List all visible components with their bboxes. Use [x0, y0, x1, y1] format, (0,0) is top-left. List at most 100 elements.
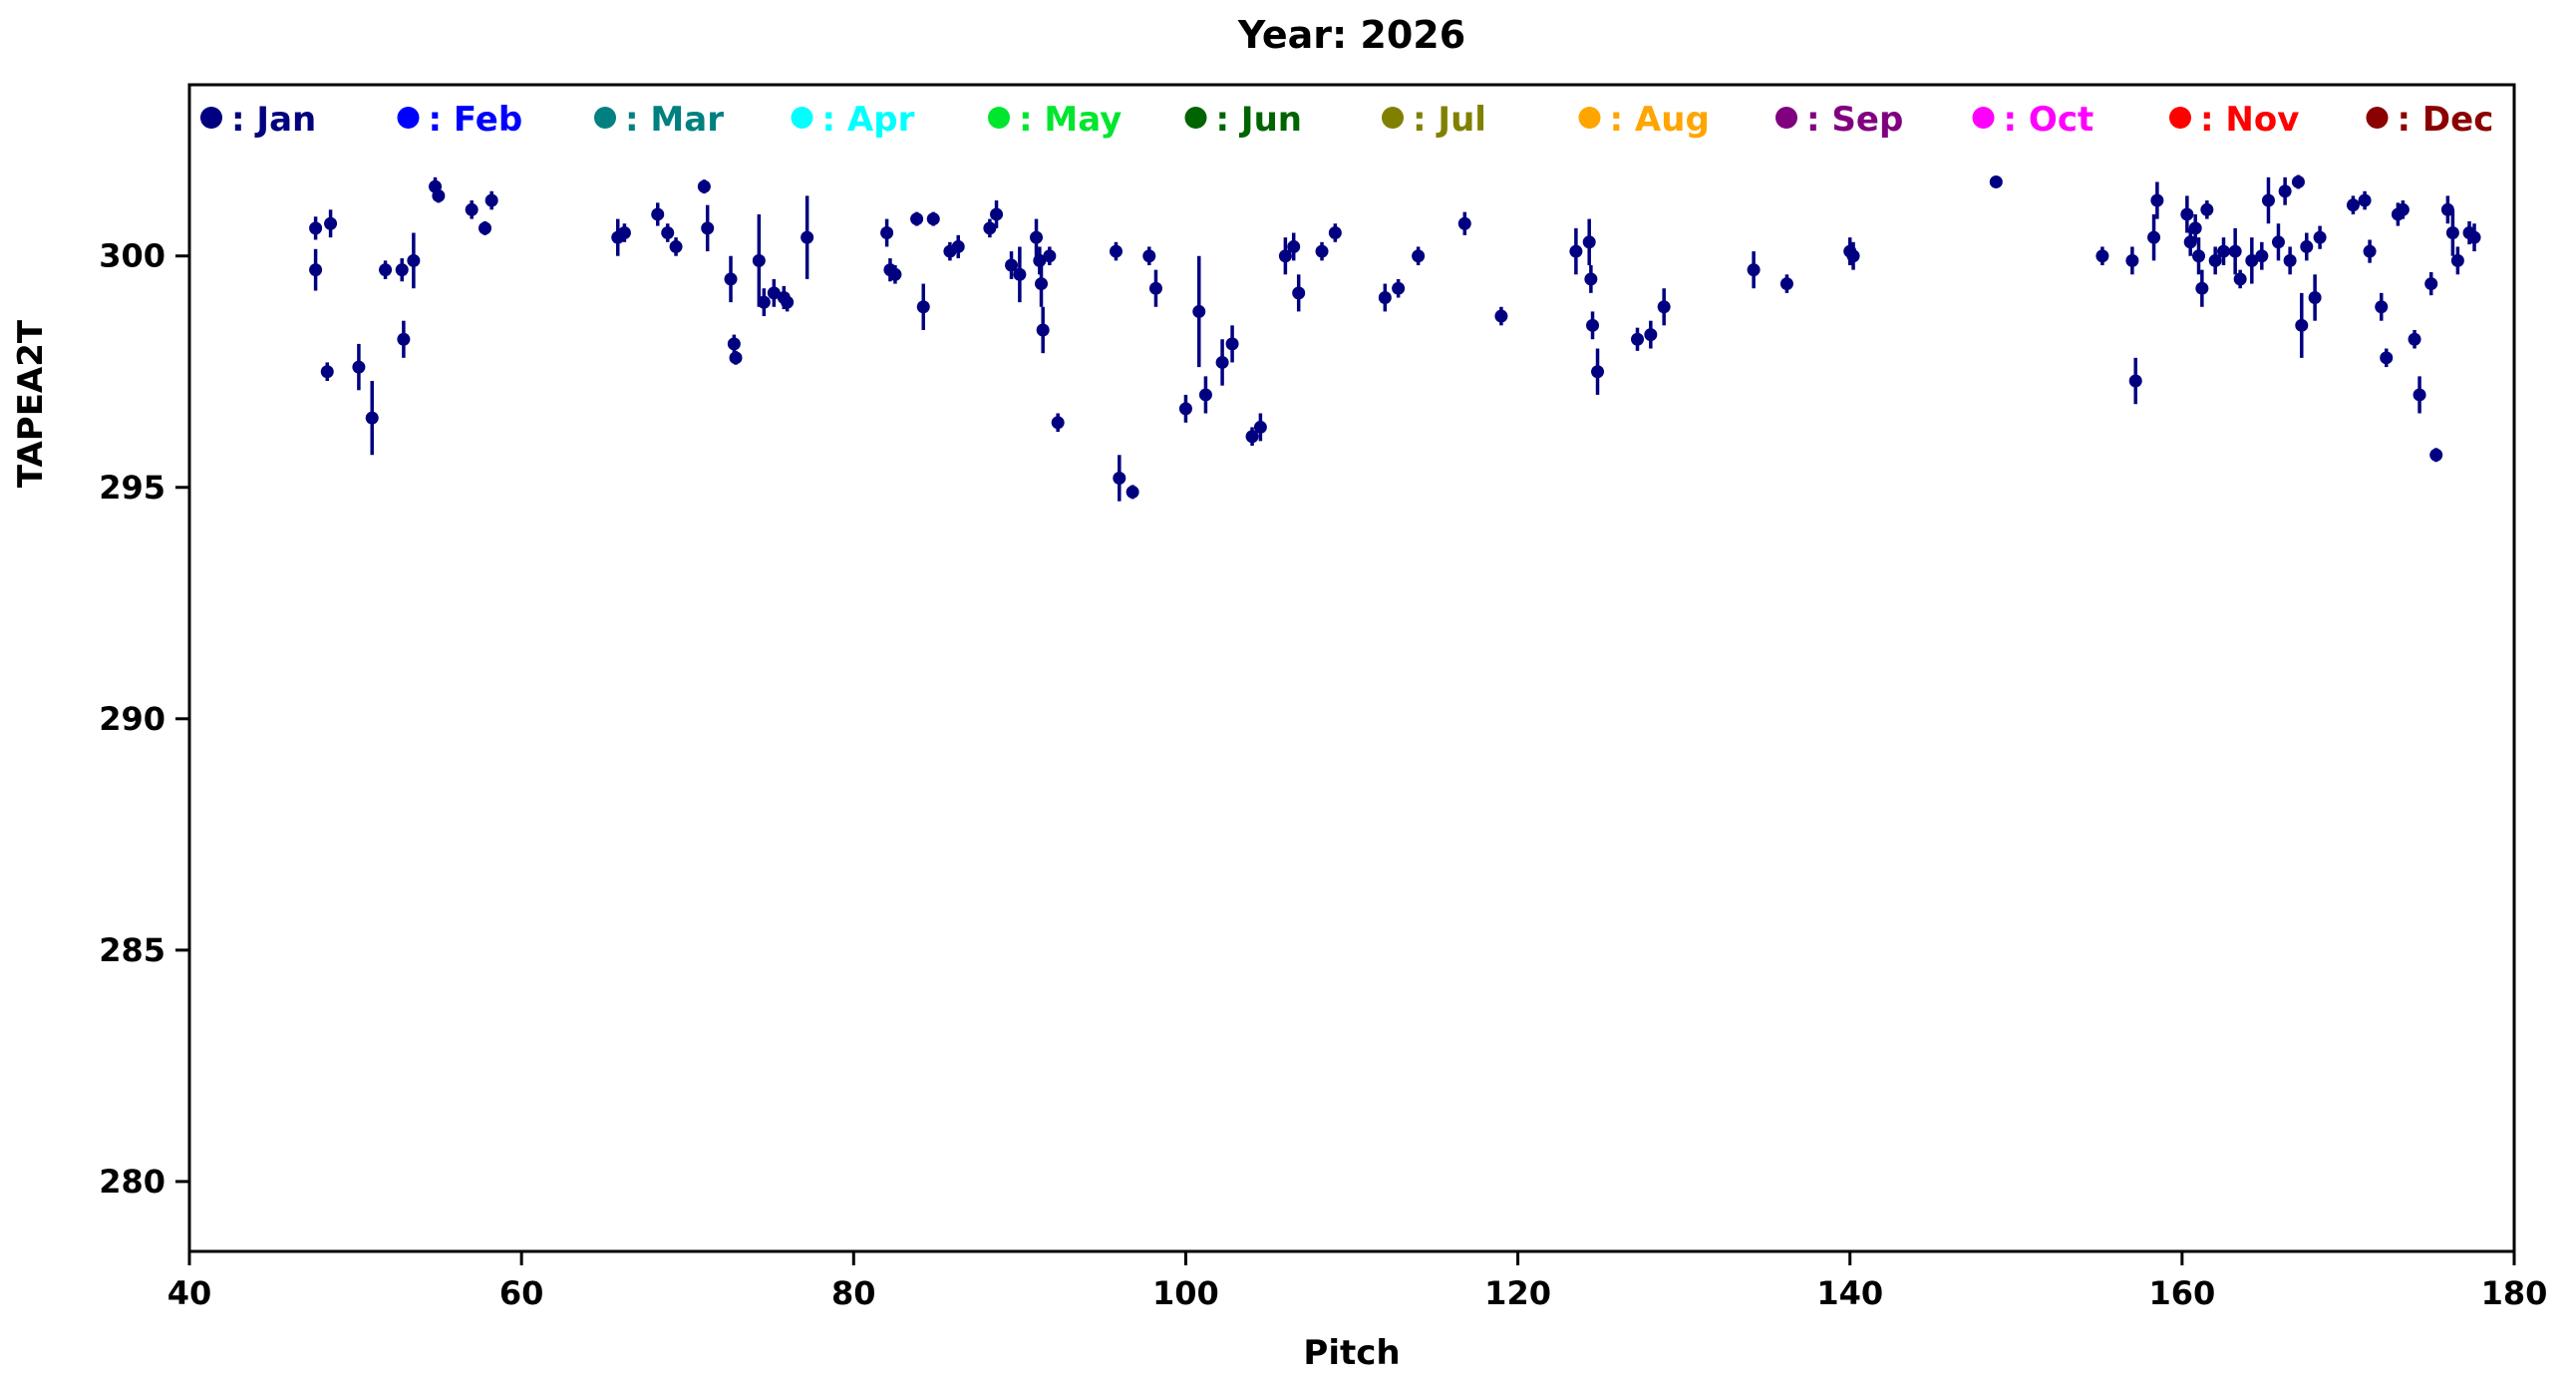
data-point [2278, 184, 2292, 198]
legend-label-jun: : Jun [1216, 100, 1303, 140]
legend-label-dec: : Dec [2398, 100, 2494, 140]
legend-item-sep: : Sep [1775, 100, 1903, 140]
data-point [1043, 249, 1057, 263]
data-point [397, 332, 411, 346]
data-point [2180, 207, 2194, 221]
legend-item-jun: : Jun [1184, 100, 1303, 140]
data-point [801, 230, 814, 244]
legend-marker-sep [1775, 107, 1797, 129]
data-point [1315, 244, 1329, 258]
data-point [309, 263, 323, 277]
data-point [2346, 198, 2360, 212]
legend-marker-mar [594, 107, 616, 129]
data-point [2150, 193, 2164, 207]
data-point [320, 365, 334, 379]
data-point [432, 188, 446, 202]
data-point [2095, 249, 2109, 263]
data-point [1113, 471, 1127, 485]
data-point [2255, 249, 2269, 263]
data-point [1591, 365, 1605, 379]
data-point [2261, 193, 2275, 207]
data-point [2467, 230, 2481, 244]
data-point [395, 263, 409, 277]
legend-label-feb: : Feb [429, 100, 523, 140]
x-tick-label: 180 [2481, 1274, 2548, 1312]
data-point [767, 286, 781, 300]
data-point [669, 239, 683, 253]
x-tick-label: 80 [831, 1274, 876, 1312]
data-point [1051, 416, 1065, 430]
data-point [1192, 304, 1206, 318]
data-point [2208, 253, 2222, 267]
legend-label-may: : May [1019, 100, 1122, 140]
data-point [951, 239, 965, 253]
data-point [1378, 290, 1392, 304]
data-point [352, 360, 366, 374]
data-point [2192, 249, 2206, 263]
y-tick-label: 285 [99, 931, 165, 969]
legend-marker-feb [397, 107, 420, 129]
data-point [651, 207, 665, 221]
data-point [910, 212, 924, 226]
legend-label-apr: : Apr [822, 100, 915, 140]
data-point [2271, 235, 2285, 249]
data-point [2147, 230, 2161, 244]
legend-label-oct: : Oct [2004, 100, 2094, 140]
data-point [1225, 337, 1239, 351]
data-point [1245, 430, 1259, 444]
legend-label-aug: : Aug [1610, 100, 1710, 140]
legend-item-nov: : Nov [2169, 100, 2299, 140]
data-point [2424, 277, 2438, 291]
legend-marker-apr [791, 107, 813, 129]
legend-item-may: : May [988, 100, 1122, 140]
data-point [617, 226, 631, 240]
data-point [2200, 202, 2214, 216]
legend-marker-aug [1578, 107, 1601, 129]
data-point [729, 351, 743, 365]
data-point [2308, 290, 2322, 304]
data-point [2195, 281, 2209, 295]
data-point [1747, 263, 1761, 277]
data-point [757, 295, 771, 309]
data-point [2245, 253, 2259, 267]
data-point [2128, 374, 2142, 388]
data-point [465, 202, 479, 216]
legend-item-jan: : Jan [200, 100, 316, 140]
data-point [2125, 253, 2139, 267]
data-point [2295, 318, 2309, 332]
data-point [2291, 174, 2305, 188]
data-point [983, 221, 997, 235]
data-point [2375, 300, 2389, 314]
legend-marker-jun [1184, 107, 1207, 129]
data-point [880, 226, 894, 240]
data-point [1148, 281, 1162, 295]
x-tick-label: 160 [2148, 1274, 2215, 1312]
data-point [1109, 244, 1123, 258]
data-point [1392, 281, 1406, 295]
data-point [1178, 402, 1192, 416]
data-point [407, 253, 421, 267]
data-point [724, 272, 738, 286]
axes-frame [187, 83, 2516, 1253]
data-point [1582, 235, 1596, 249]
data-point [1126, 485, 1139, 499]
data-point [1013, 267, 1027, 281]
data-point [1030, 230, 1044, 244]
legend-marker-jan [200, 107, 222, 129]
data-point [2380, 351, 2394, 365]
y-tick-label: 290 [99, 700, 165, 738]
data-point [916, 300, 930, 314]
x-tick-label: 140 [1816, 1274, 1883, 1312]
data-point [1215, 355, 1229, 369]
legend-marker-may [988, 107, 1010, 129]
legend-item-jul: : Jul [1382, 100, 1486, 140]
data-point [324, 216, 338, 230]
data-point [1287, 239, 1301, 253]
data-point [2450, 253, 2464, 267]
x-tick-label: 100 [1152, 1274, 1219, 1312]
data-point [1494, 309, 1508, 323]
data-point [1569, 244, 1583, 258]
data-point [379, 263, 393, 277]
legend-label-jan: : Jan [231, 100, 316, 140]
data-point [697, 179, 711, 193]
